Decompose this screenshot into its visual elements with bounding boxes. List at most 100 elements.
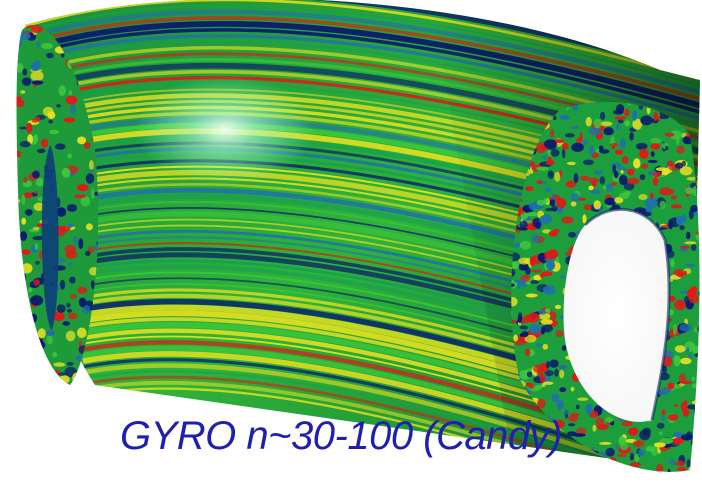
- speckle: [511, 252, 520, 262]
- speckle: [48, 119, 53, 124]
- speckle: [637, 449, 645, 457]
- speckle: [546, 260, 556, 271]
- speckle: [580, 175, 590, 181]
- speckle: [691, 437, 698, 448]
- speckle: [620, 468, 634, 472]
- speckle: [69, 276, 76, 284]
- speckle: [583, 159, 594, 166]
- speckle: [61, 167, 71, 178]
- speckle: [684, 263, 696, 267]
- speckle: [630, 452, 634, 461]
- speckle: [673, 269, 685, 277]
- speckle: [31, 390, 40, 396]
- speckle: [679, 300, 683, 308]
- speckle: [629, 132, 634, 141]
- speckle: [542, 324, 553, 333]
- speckle: [34, 386, 45, 392]
- speckle: [680, 401, 687, 412]
- speckle: [16, 372, 20, 382]
- speckle: [565, 180, 576, 188]
- speckle: [37, 148, 46, 154]
- speckle: [667, 382, 675, 390]
- speckle: [585, 403, 593, 415]
- speckle: [30, 358, 37, 363]
- speckle: [599, 471, 611, 472]
- speckle: [30, 351, 44, 358]
- speckle: [53, 362, 66, 367]
- speckle: [661, 409, 666, 416]
- speckle: [604, 197, 617, 206]
- speckle: [566, 161, 576, 166]
- speckle: [535, 385, 543, 390]
- speckle: [549, 359, 559, 368]
- speckle: [536, 166, 549, 171]
- speckle: [644, 198, 658, 209]
- speckle: [618, 436, 626, 445]
- speckle: [600, 121, 613, 127]
- speckle: [83, 142, 91, 149]
- speckle: [20, 389, 24, 395]
- speckle: [663, 472, 674, 478]
- speckle: [524, 348, 531, 356]
- speckle: [543, 285, 556, 296]
- speckle: [35, 388, 40, 393]
- speckle: [511, 319, 517, 324]
- speckle: [91, 188, 95, 199]
- speckle: [24, 209, 33, 216]
- speckle: [73, 194, 86, 199]
- speckle: [40, 138, 49, 148]
- speckle: [59, 375, 70, 384]
- speckle: [634, 453, 640, 463]
- speckle: [642, 473, 650, 476]
- speckle: [35, 177, 45, 187]
- speckle: [573, 173, 579, 184]
- speckle: [547, 249, 558, 260]
- speckle: [588, 126, 602, 136]
- speckle: [682, 213, 687, 223]
- speckle: [39, 250, 43, 260]
- speckle: [673, 323, 677, 335]
- speckle: [618, 174, 628, 186]
- speckle: [673, 355, 681, 367]
- speckle: [529, 324, 542, 335]
- speckle: [67, 153, 72, 159]
- speckle: [691, 244, 697, 251]
- speckle: [68, 262, 72, 266]
- speckle: [23, 177, 28, 184]
- speckle: [44, 364, 54, 376]
- speckle: [530, 280, 539, 284]
- speckle: [77, 286, 88, 294]
- speckle: [550, 128, 554, 138]
- speckle: [693, 326, 700, 333]
- speckle: [16, 211, 20, 219]
- speckle: [668, 458, 676, 466]
- speckle: [570, 192, 580, 202]
- speckle: [32, 226, 40, 231]
- speckle: [658, 431, 663, 435]
- speckle: [78, 238, 84, 250]
- speckle: [664, 132, 675, 137]
- speckle: [681, 160, 686, 167]
- speckle: [602, 185, 607, 190]
- speckle: [517, 312, 523, 324]
- speckle: [511, 268, 516, 278]
- speckle: [496, 469, 505, 474]
- speckle: [544, 187, 552, 193]
- speckle: [21, 339, 28, 349]
- speckle: [56, 207, 67, 217]
- speckle: [683, 270, 687, 276]
- speckle: [60, 53, 65, 58]
- speckle: [85, 250, 91, 257]
- speckle: [526, 371, 533, 378]
- speckle: [617, 453, 627, 458]
- speckle: [696, 378, 700, 387]
- speckle: [621, 421, 633, 427]
- speckle: [62, 321, 71, 326]
- speckle: [559, 387, 567, 393]
- speckle: [568, 231, 576, 238]
- speckle: [63, 117, 76, 123]
- speckle: [53, 311, 65, 322]
- speckle: [557, 465, 567, 472]
- speckle: [675, 162, 684, 169]
- speckle: [66, 362, 74, 366]
